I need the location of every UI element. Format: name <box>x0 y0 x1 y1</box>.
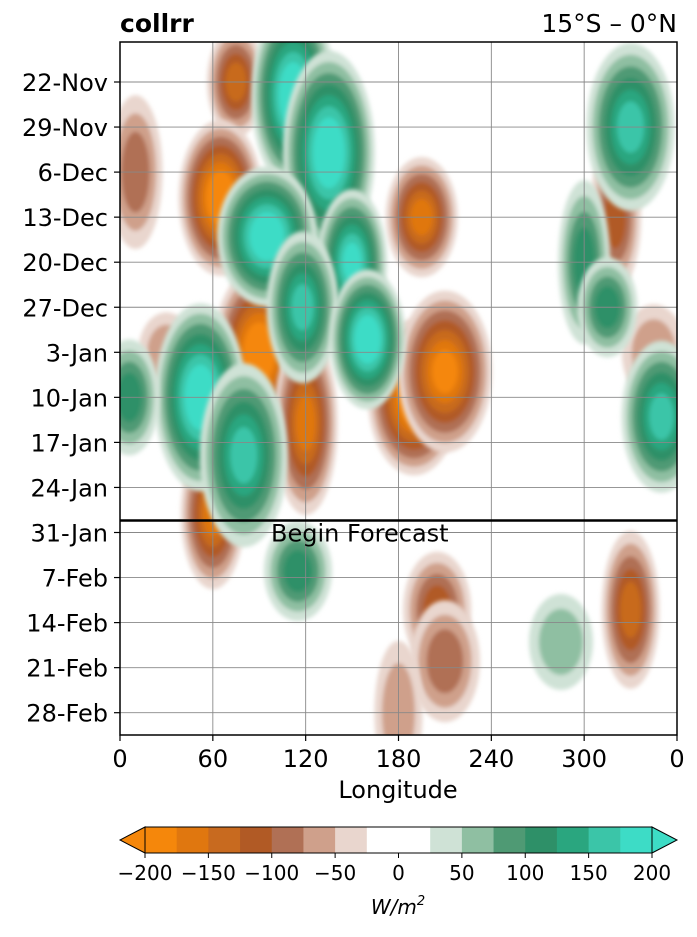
y-tick-label: 14-Feb <box>26 610 108 638</box>
colorbar-tick-label: −50 <box>314 861 356 885</box>
contour-blob <box>263 521 332 622</box>
colorbar-extend-high <box>651 826 679 854</box>
colorbar-tick-label: 100 <box>506 861 544 885</box>
y-tick-label: 6-Dec <box>38 159 108 187</box>
y-tick-label: 13-Dec <box>22 204 108 232</box>
x-tick-label: 60 <box>198 745 229 773</box>
y-axis: 22-Nov 29-Nov 6-Dec 13-Dec 20-Dec 27-Dec 3-Jan… <box>22 69 120 728</box>
y-tick-label: 10-Jan <box>30 384 108 412</box>
contour-level <box>432 349 458 394</box>
contour-blob <box>601 530 660 689</box>
x-tick-label: 180 <box>376 745 422 773</box>
contour-level <box>230 427 258 484</box>
colorbar-segment <box>430 827 463 853</box>
colorbar-segment <box>620 827 653 853</box>
grid <box>119 42 678 735</box>
colorbar-tick-label: −200 <box>118 861 173 885</box>
colorbar-segment <box>588 827 621 853</box>
colorbar-segment <box>525 827 558 853</box>
chart-title-right: 15°S – 0°N <box>541 9 677 38</box>
y-tick-label: 21-Feb <box>26 655 108 683</box>
contour-blob <box>528 593 593 690</box>
x-tick-label: 0 <box>112 745 127 773</box>
colorbar-label-exp: 2 <box>417 894 425 909</box>
colorbar-segment <box>335 827 368 853</box>
colorbar-segment <box>556 827 590 853</box>
colorbar-segment <box>303 827 336 853</box>
y-tick-label: 28-Feb <box>26 700 108 728</box>
y-tick-label: 7-Feb <box>42 565 108 593</box>
colorbar: −200 −150 −100 −50 0 50 100 150 200 <box>118 826 679 885</box>
contour-level <box>649 393 674 440</box>
contour-level <box>317 128 340 178</box>
colorbar-segment <box>240 827 273 853</box>
x-axis-label: Longitude <box>338 776 457 804</box>
colorbar-segment <box>271 827 304 853</box>
contour-blob <box>329 269 406 410</box>
colorbar-tick-label: −100 <box>244 861 299 885</box>
colorbar-segment <box>208 827 241 853</box>
x-tick-label: 0 <box>669 745 684 773</box>
contour-level <box>283 549 313 593</box>
contour-level <box>538 608 583 675</box>
x-tick-label: 120 <box>283 745 329 773</box>
y-tick-label: 29-Nov <box>22 114 108 142</box>
y-tick-label: 17-Jan <box>30 429 108 457</box>
colorbar-segment <box>493 827 526 853</box>
contour-blob <box>273 331 338 516</box>
colorbar-tick-label: 50 <box>449 861 474 885</box>
colorbar-extend-low <box>118 826 146 854</box>
contour-blob <box>409 600 480 723</box>
x-tick-label: 240 <box>468 745 514 773</box>
contour-blob <box>207 42 266 137</box>
colorbar-tick-label: 0 <box>392 861 405 885</box>
x-axis: 0 60 120 180 240 300 0 <box>112 735 685 773</box>
contour-level <box>255 219 279 254</box>
y-tick-label: 31-Jan <box>30 520 108 548</box>
contour-blob <box>586 43 675 212</box>
colorbar-segment <box>176 827 209 853</box>
contour-blob <box>621 340 677 493</box>
y-tick-label: 20-Dec <box>22 249 108 277</box>
y-tick-label: 22-Nov <box>22 69 108 97</box>
colorbar-tick-label: 150 <box>570 861 608 885</box>
contour-blob <box>397 290 492 453</box>
y-tick-label: 3-Jan <box>46 339 108 367</box>
colorbar-segment <box>461 827 495 853</box>
x-tick-label: 300 <box>561 745 607 773</box>
colorbar-label-base: W/m <box>371 895 417 919</box>
colorbar-tick-label: −150 <box>181 861 236 885</box>
y-tick-label: 24-Jan <box>30 474 108 502</box>
colorbar-tick-label: 200 <box>633 861 671 885</box>
chart-title-left: collrr <box>120 9 194 38</box>
contour-level <box>426 629 464 694</box>
colorbar-segment <box>366 827 431 853</box>
contour-blob <box>199 363 288 548</box>
y-tick-label: 27-Dec <box>22 294 108 322</box>
colorbar-label: W/m2 <box>371 894 425 919</box>
contour-level <box>358 322 377 357</box>
colorbar-segment <box>145 827 178 853</box>
forecast-annotation: Begin Forecast <box>271 520 449 548</box>
contour-level <box>620 581 641 638</box>
